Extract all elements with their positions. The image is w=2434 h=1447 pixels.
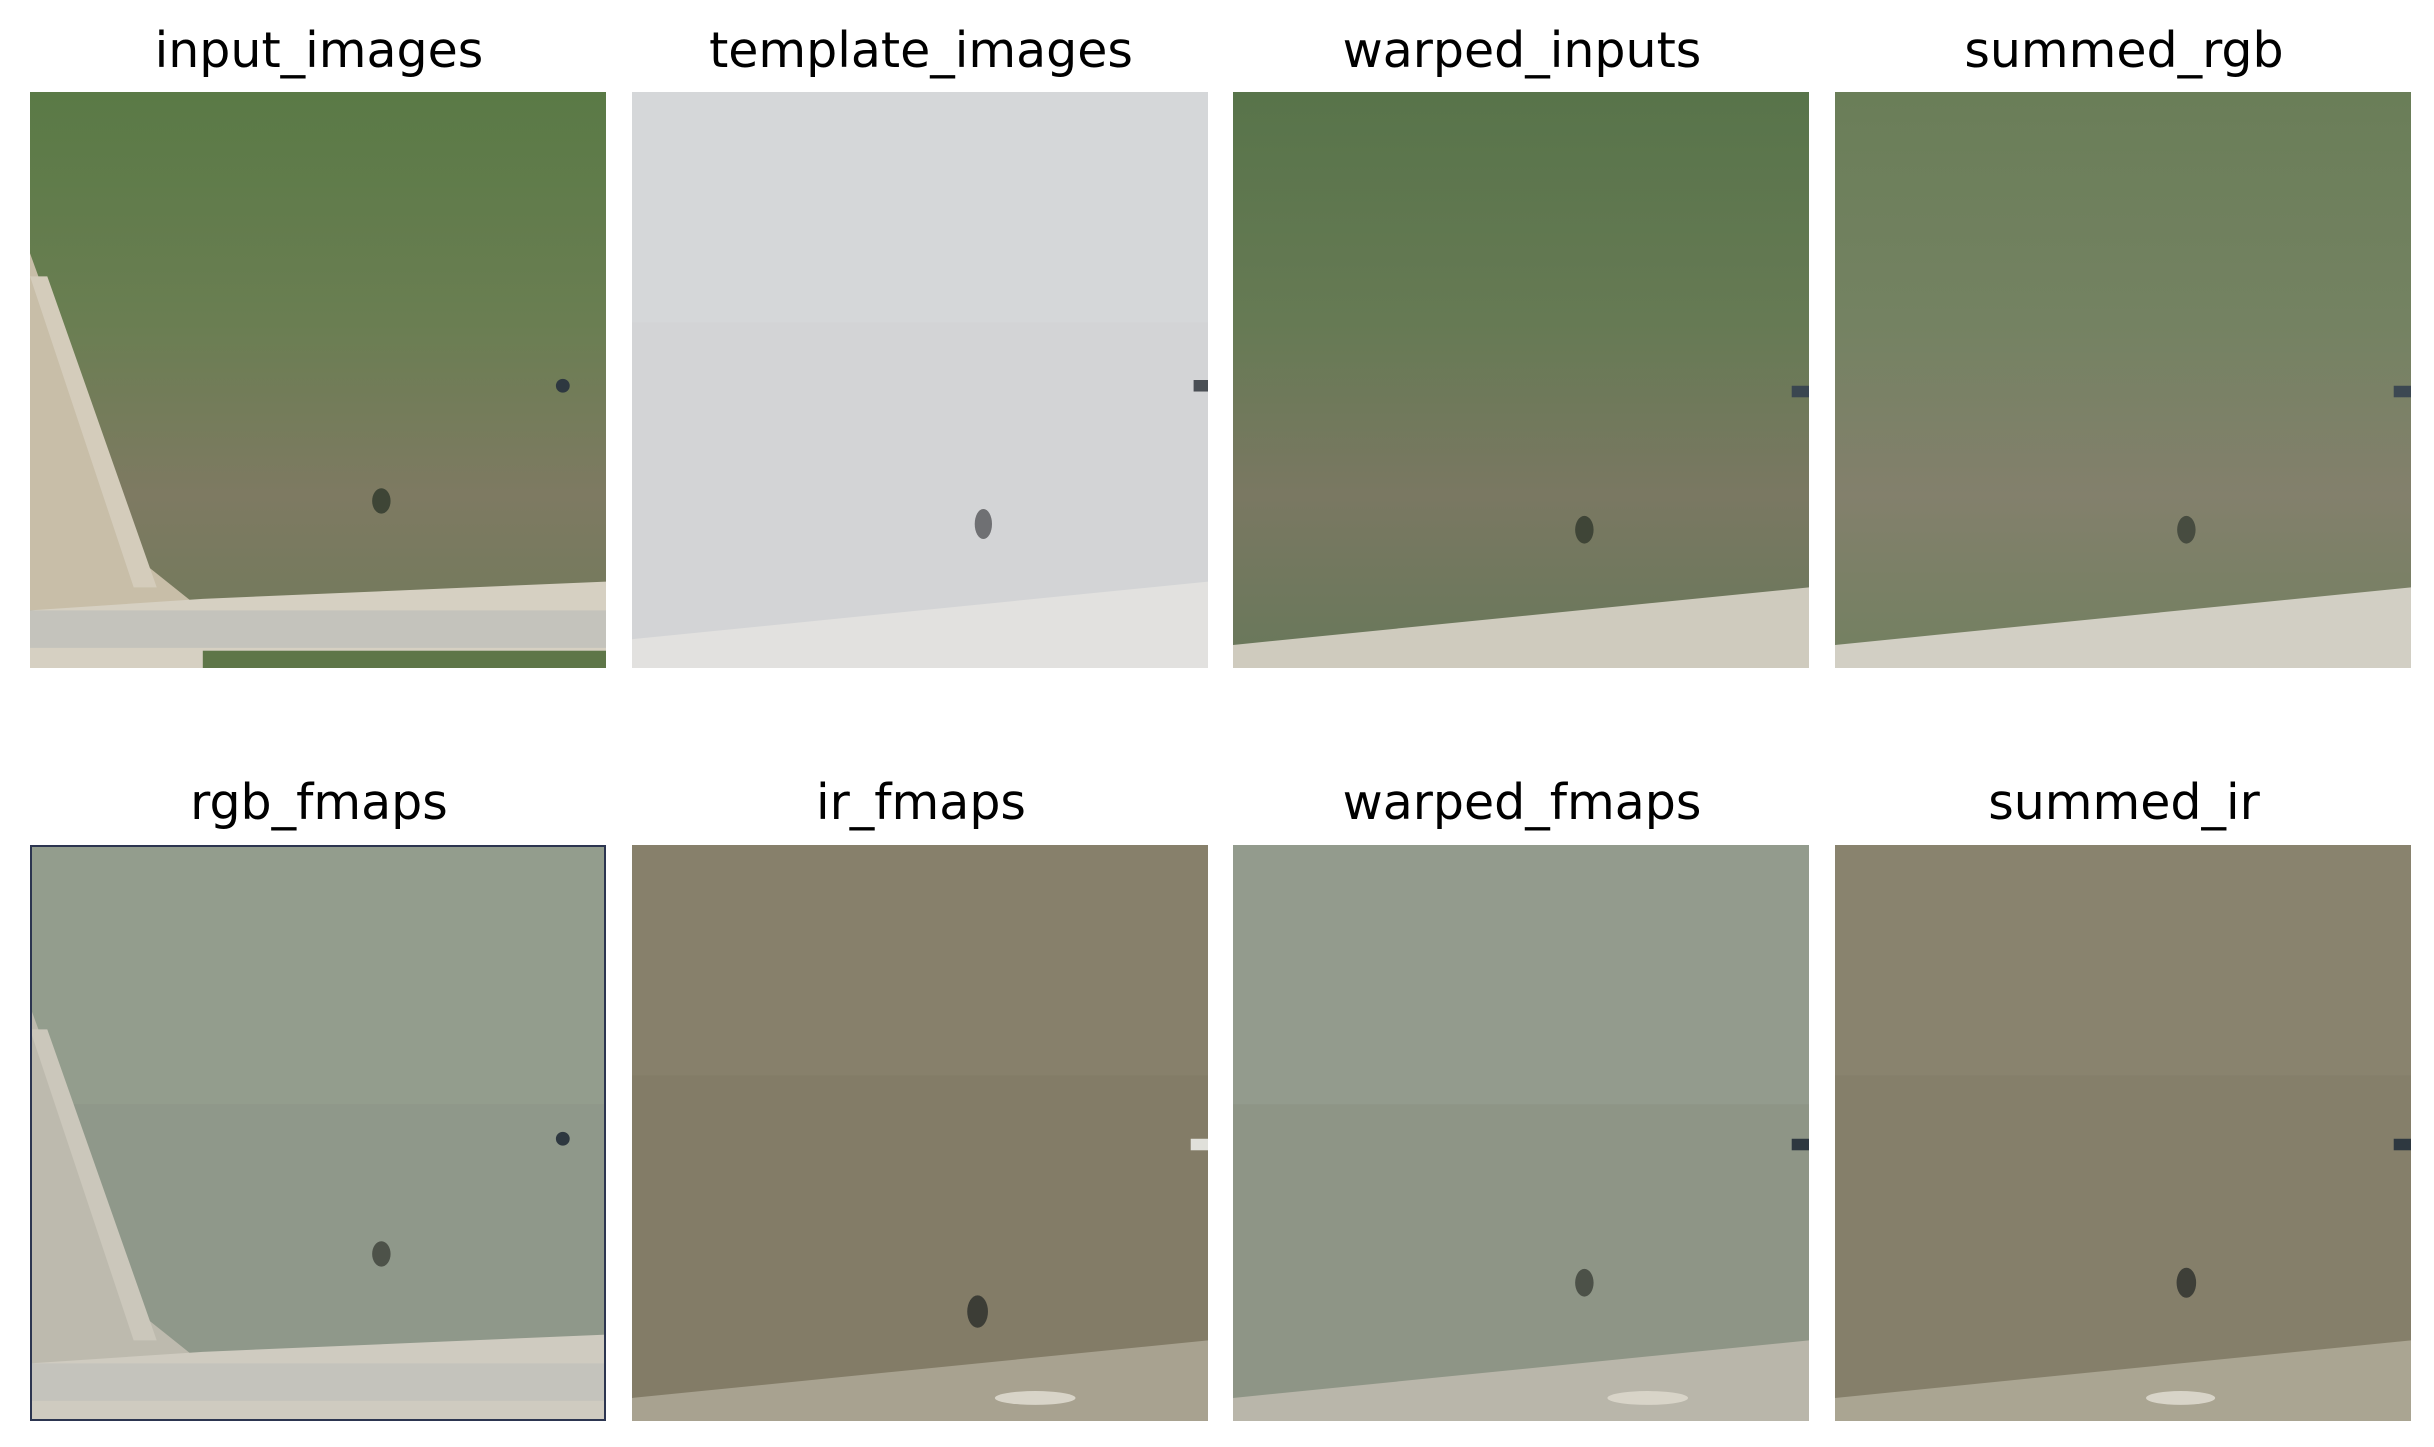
panel-title: ir_fmaps — [816, 774, 1026, 831]
input-images-image — [30, 92, 606, 668]
panel-title: input_images — [154, 22, 484, 79]
panel-title: summed_ir — [1988, 774, 2260, 831]
rgb-fmaps-image — [30, 845, 606, 1421]
summed-ir-image — [1835, 845, 2411, 1421]
panel-title: rgb_fmaps — [190, 774, 448, 831]
panel-title: summed_rgb — [1964, 22, 2284, 79]
panel-title: template_images — [709, 22, 1133, 79]
template-images-image — [632, 92, 1208, 668]
panel-title: warped_fmaps — [1342, 774, 1702, 831]
warped-inputs-image — [1233, 92, 1809, 668]
panel-title: warped_inputs — [1342, 22, 1702, 79]
ir-fmaps-image — [632, 845, 1208, 1421]
summed-rgb-image — [1835, 92, 2411, 668]
warped-fmaps-image — [1233, 845, 1809, 1421]
